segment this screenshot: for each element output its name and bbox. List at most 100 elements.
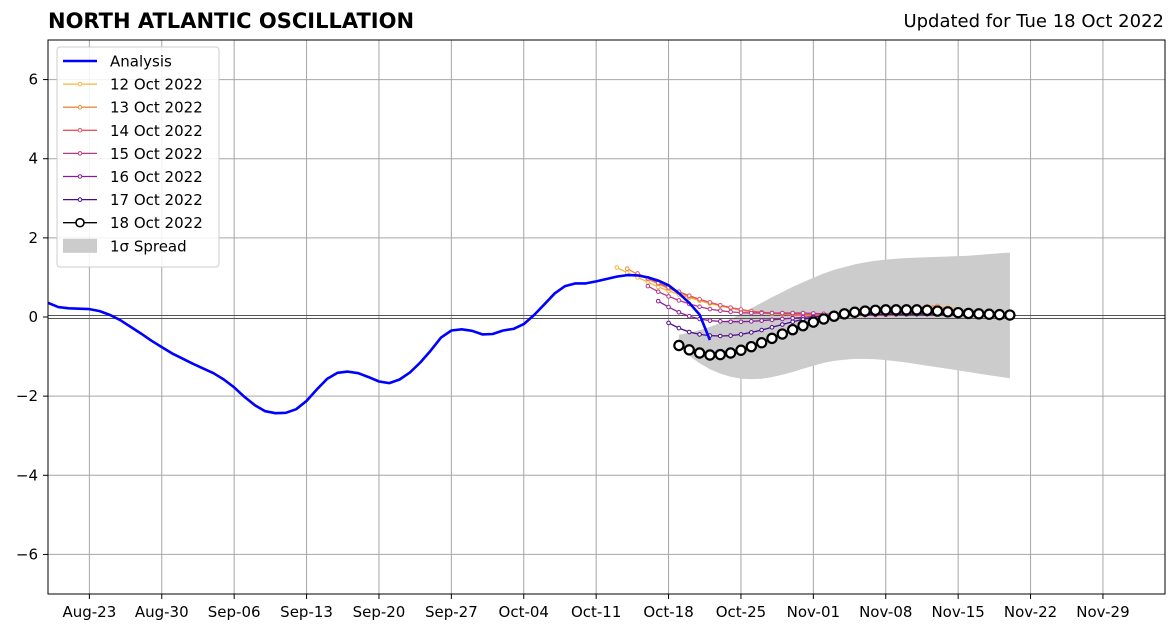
latest-forecast-point [776,328,789,340]
forecast-point-5 [717,333,723,339]
chart-subtitle: Updated for Tue 18 Oct 2022 [903,11,1164,32]
latest-forecast-point [683,344,695,356]
forecast-point-3 [738,310,744,315]
legend-marker-forecast [77,151,83,156]
latest-forecast-point [849,306,861,318]
forecast-point-5 [748,330,754,335]
x-tick-label: Aug-30 [135,603,189,621]
forecast-point-3 [645,283,651,289]
legend-label: 13 Oct 2022 [110,99,203,117]
grid [48,40,1165,594]
forecast-point-5 [790,319,795,325]
forecast-point-3 [759,310,764,316]
forecast-point-1 [624,266,630,272]
forecast-point-4 [686,313,692,319]
legend-label: 12 Oct 2022 [110,76,203,94]
y-tick-label: 0 [28,308,38,326]
latest-forecast-point [880,304,892,316]
forecast-point-5 [686,329,692,335]
latest-forecast-point [673,339,685,352]
x-tick-label: Oct-11 [571,603,621,621]
forecast-point-5 [728,333,733,338]
x-tick-label: Nov-22 [1004,603,1057,621]
latest-forecast-point [735,344,747,356]
x-tick-label: Nov-01 [787,603,840,621]
forecast-point-4 [769,317,775,323]
forecast-point-5 [666,320,671,326]
x-tick-label: Nov-15 [931,603,984,621]
forecast-point-3 [800,310,806,316]
legend-marker-forecast [77,81,83,87]
latest-forecast-point [952,306,964,319]
latest-forecast-point [745,340,757,353]
forecast-point-3 [790,310,795,316]
latest-forecast-point [714,348,726,361]
forecast-point-3 [655,289,661,294]
latest-forecast-point [869,304,882,316]
x-tick-label: Aug-23 [62,603,116,621]
forecast-point-4 [655,298,661,304]
latest-forecast-point [921,304,933,316]
latest-forecast-point [911,304,923,316]
latest-forecast-point [704,349,716,361]
forecast-point-5 [769,324,775,330]
legend-label: 17 Oct 2022 [110,191,203,209]
forecast-point-0 [614,265,620,270]
forecast-point-4 [790,315,795,321]
forecast-point-3 [728,309,733,315]
latest-forecast-point [983,308,995,320]
forecast-point-4 [676,309,682,315]
forecast-point-5 [676,325,682,331]
forecast-point-4 [728,319,733,325]
forecast-point-5 [738,332,744,337]
forecast-point-4 [759,318,764,323]
forecast-point-3 [666,294,671,299]
forecast-point-3 [697,304,702,310]
latest-forecast-point [1004,309,1016,321]
latest-forecast-point [942,306,954,318]
latest-forecast-point [828,310,840,322]
forecast-point-5 [759,327,764,333]
y-tick-label: −2 [16,387,38,405]
x-tick-label: Sep-27 [425,603,478,621]
forecast-point-3 [780,310,785,316]
forecast-point-2 [686,293,692,298]
latest-forecast-point [993,308,1006,321]
legend: Analysis 12 Oct 2022 13 Oct 2022 14 Oct 202… [56,46,220,268]
latest-forecast-point [931,305,944,317]
x-tick-label: Oct-25 [716,603,766,621]
latest-forecast-point [817,313,830,325]
y-tick-label: 2 [28,229,38,247]
legend-box [56,46,220,268]
legend-marker-forecast [77,128,83,133]
latest-forecast-point [724,347,737,359]
y-tick-label: 4 [28,150,38,168]
forecast-point-3 [717,308,723,313]
legend-marker-latest [75,217,85,228]
legend-label: 14 Oct 2022 [110,122,203,140]
x-tick-label: Nov-08 [859,603,912,621]
forecast-point-4 [780,316,785,322]
chart-title: NORTH ATLANTIC OSCILLATION [48,9,415,33]
legend-label: 1σ Spread [110,237,187,255]
forecast-point-4 [738,319,744,325]
forecast-point-2 [707,300,713,305]
forecast-point-5 [780,322,785,327]
legend-marker-forecast [77,174,83,179]
x-tick-label: Oct-18 [643,603,693,621]
x-tick-label: Sep-13 [280,603,333,621]
legend-marker-forecast [77,104,83,110]
forecast-point-4 [748,319,754,324]
forecast-point-4 [707,318,713,323]
legend-label: Analysis [110,53,172,71]
legend-label: 16 Oct 2022 [110,168,203,186]
y-tick-label: −6 [16,545,38,563]
forecast-point-4 [666,304,671,310]
latest-forecast-point [859,305,871,317]
legend-swatch-spread [63,238,97,253]
x-tick-label: Sep-20 [353,603,406,621]
x-tick-label: Sep-06 [208,603,261,621]
forecast-point-2 [697,296,702,302]
legend-label: 18 Oct 2022 [110,214,203,232]
forecast-point-3 [707,306,713,312]
